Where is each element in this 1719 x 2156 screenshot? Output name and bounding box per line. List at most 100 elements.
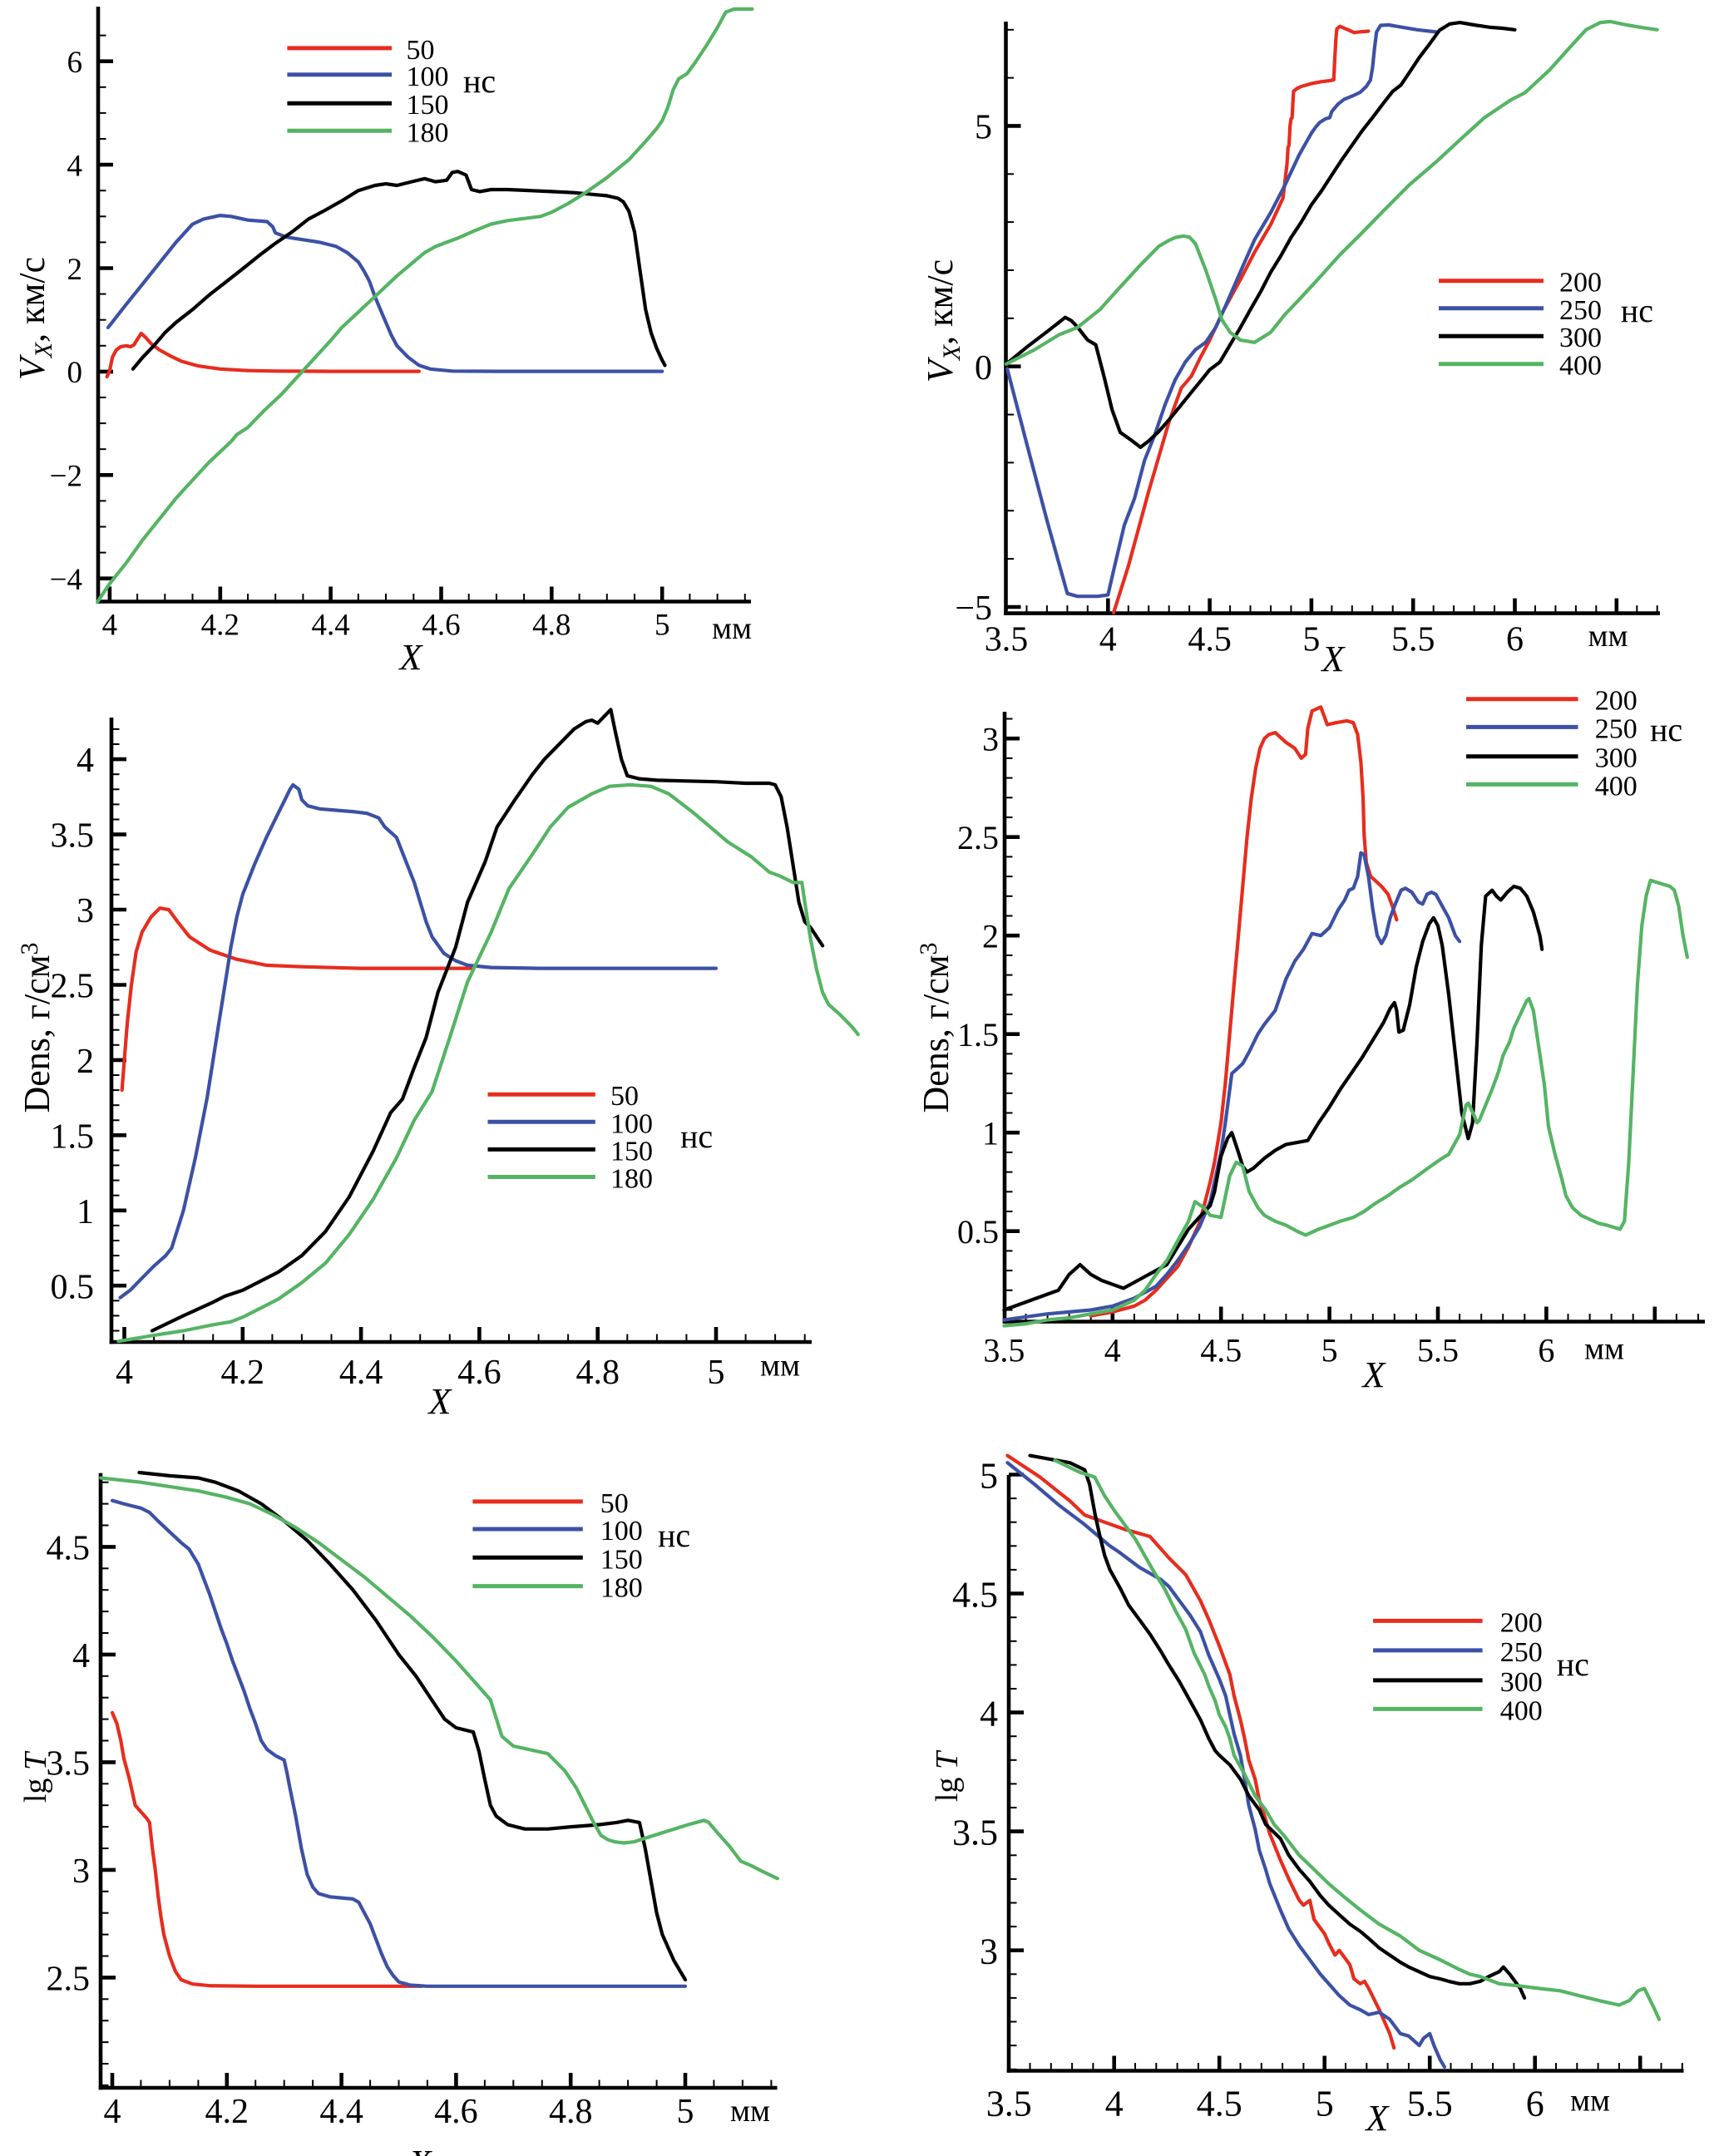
svg-text:2.5: 2.5 [51, 968, 95, 1006]
svg-text:3: 3 [982, 721, 999, 758]
svg-text:3: 3 [72, 1853, 90, 1891]
svg-text:X: X [427, 1381, 453, 1422]
svg-text:200: 200 [1559, 268, 1602, 298]
svg-text:300: 300 [1559, 323, 1602, 353]
svg-text:5: 5 [677, 2093, 694, 2131]
svg-text:мм: мм [760, 1349, 800, 1384]
svg-text:3.5: 3.5 [952, 1813, 998, 1853]
svg-text:4.8: 4.8 [549, 2093, 593, 2131]
svg-text:5.5: 5.5 [1391, 621, 1435, 659]
svg-text:4.6: 4.6 [422, 609, 460, 643]
svg-text:VX, км/с: VX, км/с [920, 259, 966, 382]
svg-text:4: 4 [102, 609, 118, 643]
svg-text:100: 100 [600, 1516, 643, 1547]
svg-text:4.8: 4.8 [532, 609, 571, 643]
svg-text:50: 50 [610, 1081, 639, 1112]
svg-text:50: 50 [407, 35, 435, 66]
svg-text:1.5: 1.5 [957, 1016, 999, 1053]
svg-text:150: 150 [600, 1544, 643, 1575]
svg-text:2: 2 [67, 253, 83, 287]
svg-text:3.5: 3.5 [983, 1332, 1025, 1369]
svg-text:0.5: 0.5 [957, 1213, 999, 1251]
svg-text:250: 250 [1500, 1637, 1543, 1668]
svg-text:5: 5 [1316, 2084, 1334, 2124]
svg-text:3.5: 3.5 [47, 1745, 91, 1784]
svg-text:4: 4 [1104, 1332, 1121, 1369]
svg-text:2.5: 2.5 [957, 819, 999, 856]
svg-text:−2: −2 [50, 460, 82, 494]
svg-text:VX, км/с: VX, км/с [12, 257, 57, 380]
svg-text:3: 3 [980, 1932, 998, 1972]
svg-text:1.5: 1.5 [51, 1118, 95, 1157]
svg-text:1: 1 [77, 1193, 94, 1231]
svg-text:4.4: 4.4 [311, 609, 349, 643]
svg-text:6: 6 [67, 46, 83, 80]
svg-text:нс: нс [680, 1117, 713, 1155]
svg-text:X: X [408, 2143, 433, 2156]
svg-text:X: X [1321, 639, 1346, 679]
svg-text:250: 250 [1559, 295, 1602, 326]
svg-text:400: 400 [1595, 771, 1637, 802]
svg-text:Dens, г/см3: Dens, г/см3 [915, 942, 956, 1113]
svg-text:3.5: 3.5 [51, 817, 95, 856]
svg-text:X: X [1361, 1354, 1387, 1395]
svg-text:400: 400 [1500, 1695, 1543, 1726]
svg-text:4.5: 4.5 [47, 1530, 91, 1568]
svg-text:4: 4 [67, 149, 83, 183]
svg-text:4: 4 [104, 2093, 121, 2131]
svg-text:5.5: 5.5 [1417, 1332, 1459, 1369]
svg-text:100: 100 [407, 62, 449, 92]
svg-text:5: 5 [980, 1455, 998, 1496]
svg-text:lg T: lg T [18, 1750, 53, 1803]
svg-text:3: 3 [77, 892, 94, 930]
svg-text:5: 5 [655, 609, 670, 643]
svg-text:180: 180 [407, 117, 449, 148]
svg-text:4.2: 4.2 [221, 1354, 265, 1392]
svg-text:4: 4 [72, 1637, 90, 1675]
svg-text:4.2: 4.2 [201, 609, 240, 643]
svg-text:4.5: 4.5 [952, 1574, 998, 1615]
svg-text:5: 5 [1321, 1332, 1338, 1369]
svg-text:X: X [398, 637, 424, 678]
svg-text:6: 6 [1526, 2084, 1544, 2124]
svg-text:2: 2 [982, 918, 999, 955]
svg-text:6: 6 [1506, 621, 1524, 659]
svg-text:4: 4 [1105, 2084, 1124, 2124]
svg-text:400: 400 [1559, 351, 1602, 382]
svg-text:нс: нс [658, 1517, 690, 1554]
svg-text:X: X [1365, 2098, 1391, 2139]
svg-text:3.5: 3.5 [985, 621, 1029, 659]
svg-text:6: 6 [1538, 1332, 1554, 1369]
svg-text:нс: нс [463, 62, 496, 100]
svg-text:100: 100 [610, 1108, 653, 1139]
svg-text:−5: −5 [955, 590, 992, 628]
svg-text:4.5: 4.5 [1200, 1332, 1242, 1369]
svg-text:0: 0 [975, 349, 992, 387]
svg-text:5: 5 [975, 109, 992, 147]
svg-text:0: 0 [67, 356, 83, 390]
svg-text:150: 150 [610, 1136, 653, 1167]
svg-text:300: 300 [1500, 1667, 1543, 1698]
svg-text:мм: мм [1584, 1332, 1624, 1367]
svg-text:200: 200 [1500, 1607, 1543, 1638]
svg-text:мм: мм [730, 2094, 770, 2129]
svg-text:4: 4 [1099, 621, 1117, 659]
svg-text:5: 5 [708, 1354, 725, 1392]
svg-text:4.5: 4.5 [1188, 621, 1232, 659]
svg-text:нс: нс [1557, 1645, 1589, 1683]
svg-text:180: 180 [600, 1573, 643, 1604]
svg-text:2.5: 2.5 [47, 1961, 91, 1999]
svg-text:0.5: 0.5 [51, 1268, 95, 1306]
svg-text:4.4: 4.4 [339, 1354, 383, 1392]
svg-text:4: 4 [116, 1354, 133, 1392]
svg-text:мм: мм [1588, 619, 1628, 654]
svg-text:4: 4 [980, 1693, 998, 1734]
svg-text:Dens, г/см3: Dens, г/см3 [16, 942, 57, 1113]
svg-text:4.4: 4.4 [319, 2093, 363, 2131]
svg-text:−4: −4 [50, 563, 82, 597]
svg-text:4.5: 4.5 [1197, 2084, 1242, 2124]
svg-text:4: 4 [77, 742, 94, 780]
svg-text:5: 5 [1302, 621, 1320, 659]
svg-text:250: 250 [1595, 713, 1637, 744]
svg-text:lg T: lg T [930, 1749, 965, 1802]
